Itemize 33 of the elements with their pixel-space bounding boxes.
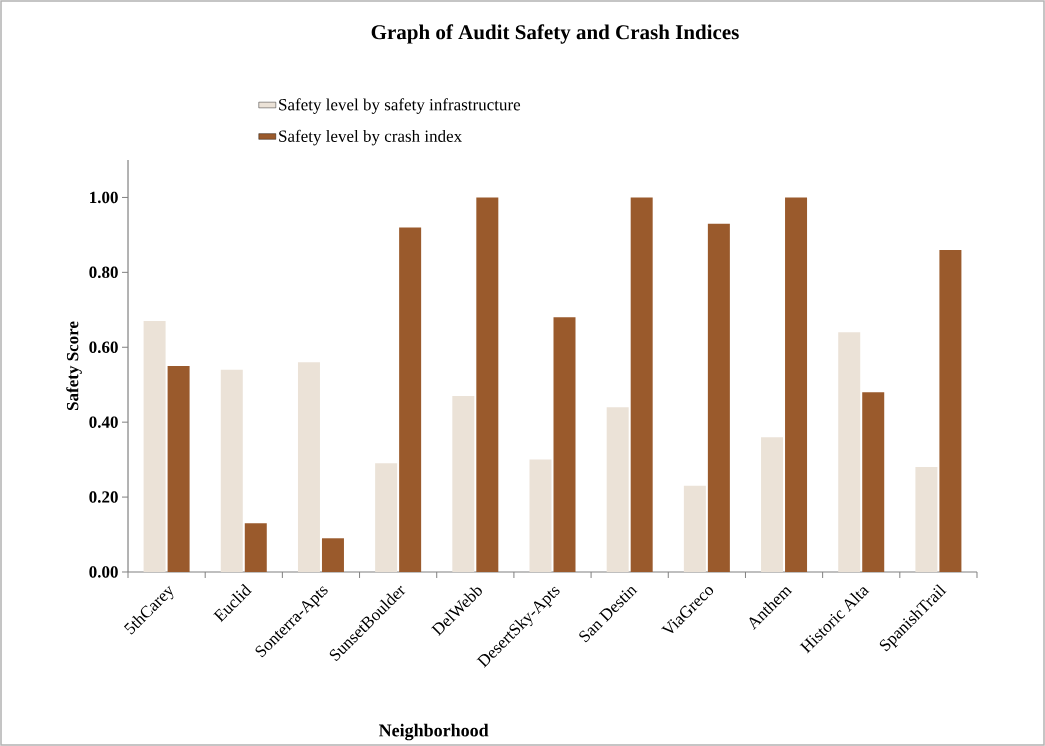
bar — [553, 317, 576, 572]
bar — [321, 538, 344, 572]
bar — [452, 395, 475, 572]
y-tick-label: 0.00 — [89, 566, 118, 578]
y-axis-title: Safety Score — [66, 321, 82, 411]
legend-label: Safety level by crash index — [279, 129, 462, 146]
y-tick-label: 0.40 — [89, 416, 118, 428]
chart-title: Graph of Audit Safety and Crash Indices — [371, 24, 739, 44]
bar — [220, 369, 243, 572]
y-tick-label: 1.00 — [90, 191, 118, 204]
bar — [399, 227, 422, 572]
bar — [630, 197, 653, 572]
bar — [375, 463, 398, 572]
bar — [939, 249, 962, 572]
x-axis-title: Neighborhood — [378, 723, 489, 741]
bar — [297, 362, 320, 572]
y-tick-label: 0.60 — [89, 341, 118, 354]
bar — [761, 437, 784, 572]
bar — [606, 407, 629, 572]
bar — [862, 392, 885, 572]
legend-label: Safety level by safety infrastructure — [279, 98, 521, 114]
bar — [529, 459, 552, 572]
bar — [838, 332, 861, 572]
bar — [476, 197, 499, 572]
bar — [707, 223, 730, 572]
bar — [143, 321, 166, 572]
bar — [915, 467, 938, 572]
y-tick-label: 0.80 — [89, 266, 118, 279]
y-tick-label: 0.20 — [89, 491, 118, 503]
bar — [785, 197, 808, 572]
bar — [244, 523, 267, 572]
bar — [683, 485, 706, 572]
bar — [167, 365, 190, 572]
